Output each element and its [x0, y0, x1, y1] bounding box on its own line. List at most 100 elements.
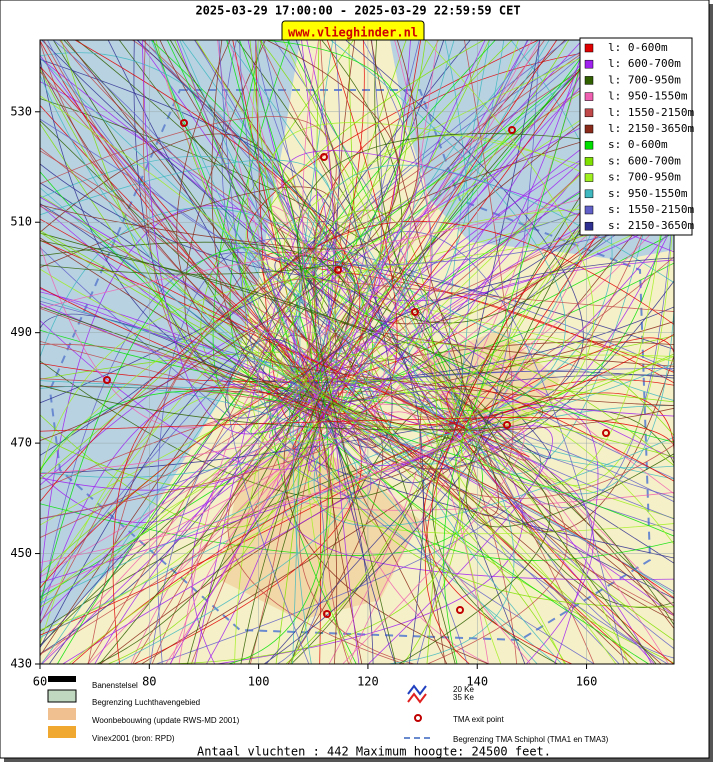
flight-track	[217, 40, 590, 473]
flight-track	[43, 40, 674, 499]
flight-track	[40, 209, 438, 664]
flight-track	[40, 195, 567, 664]
map-legend-label: Banenstelsel	[92, 681, 138, 690]
map-legend-label: Begrenzing TMA Schiphol (TMA1 en TMA3)	[453, 735, 609, 744]
flight-track	[40, 264, 356, 664]
flight-track	[40, 40, 432, 475]
legend-label: s: 0-600m	[608, 138, 668, 151]
legend-swatch	[584, 189, 594, 199]
legend-swatch	[584, 205, 594, 215]
flight-track	[40, 296, 363, 391]
flight-track	[293, 80, 674, 417]
flight-track	[40, 389, 674, 602]
flight-track	[308, 40, 603, 472]
x-tick-label: 160	[576, 675, 598, 689]
legend: l: 0-600m l: 600-700m l: 700-950m l: 950-15…	[579, 37, 694, 236]
flight-track	[40, 232, 543, 431]
flight-track	[40, 40, 352, 538]
legend-label: l: 0-600m	[608, 41, 668, 54]
flight-track	[292, 40, 601, 450]
legend-label: l: 950-1550m	[608, 90, 688, 103]
flight-track	[47, 40, 674, 266]
badge: www.vlieghinder.nl	[288, 26, 418, 40]
legend-label: l: 1550-2150m	[608, 106, 694, 119]
flight-track	[211, 40, 674, 431]
vinex-symbol	[48, 726, 76, 738]
flight-track	[292, 164, 674, 664]
legend-label: l: 600-700m	[608, 57, 681, 70]
y-tick-label: 510	[10, 215, 32, 229]
flight-track	[40, 351, 474, 664]
tma-exit-points	[103, 119, 610, 618]
flight-track	[40, 417, 674, 461]
map-legend-label: Woonbebouwing (update RWS-MD 2001)	[92, 716, 240, 725]
flight-track	[40, 68, 674, 458]
map-legend: Banenstelsel Begrenzing Luchthavengebied W…	[47, 676, 609, 744]
legend-label: s: 700-950m	[608, 171, 681, 184]
flight-track	[169, 40, 601, 664]
flight-track	[227, 360, 668, 664]
title: 2025-03-29 17:00:00 - 2025-03-29 22:59:5…	[195, 4, 520, 18]
flight-track	[416, 40, 540, 664]
legend-label: l: 700-950m	[608, 73, 681, 86]
flight-track	[40, 116, 337, 664]
flight-track	[226, 40, 515, 664]
airport-symbol	[47, 689, 77, 703]
y-tick-label: 530	[10, 104, 32, 118]
y-tick-label: 430	[10, 657, 32, 671]
y-tick-label: 450	[10, 546, 32, 560]
y-tick-label: 490	[10, 325, 32, 339]
flight-track	[275, 40, 320, 664]
map-legend-label: Begrenzing Luchthavengebied	[92, 698, 200, 707]
x-tick-label: 60	[33, 675, 47, 689]
flight-track	[261, 251, 674, 664]
flight-track	[40, 341, 674, 608]
ke35-symbol	[407, 692, 427, 704]
legend-swatch	[584, 157, 594, 166]
legend-swatch	[584, 92, 594, 101]
flight-track	[40, 71, 674, 471]
legend-swatch	[584, 221, 594, 231]
flight-track	[374, 40, 674, 626]
flight-track	[453, 196, 674, 503]
flight-track	[236, 40, 674, 608]
axes: 60 80 100 120 140 160 430 450 470 490 510 530	[10, 104, 597, 688]
y-tick-label: 470	[10, 436, 32, 450]
legend-label: s: 1550-2150m	[608, 203, 694, 216]
x-tick-label: 100	[248, 675, 270, 689]
flight-track	[40, 378, 359, 520]
map-legend-label: 35 Ke	[453, 693, 474, 702]
legend-label: l: 2150-3650m	[608, 122, 694, 135]
legend-swatch	[584, 76, 594, 85]
flight-track	[272, 122, 674, 664]
flight-track	[443, 40, 588, 664]
flight-track	[40, 306, 551, 664]
flight-track	[107, 40, 541, 484]
legend-swatch	[584, 124, 594, 134]
flight-track	[283, 40, 674, 362]
flight-track	[40, 40, 373, 598]
map-legend-label: Vinex2001 (bron: RPD)	[92, 734, 175, 743]
flight-track	[40, 40, 362, 664]
flight-track	[100, 428, 498, 664]
flight-track	[40, 205, 674, 586]
urban-symbol	[48, 708, 76, 720]
flight-track	[297, 133, 674, 664]
flight-track	[165, 342, 669, 664]
flight-track	[281, 150, 674, 664]
flight-track	[301, 40, 616, 272]
flight-track	[112, 387, 674, 664]
runway-symbol	[48, 676, 76, 682]
legend-swatch	[584, 43, 594, 53]
flight-track	[308, 104, 674, 535]
map-legend-label: 20 Ke	[453, 685, 474, 694]
flight-track	[40, 230, 390, 433]
flight-track	[179, 40, 471, 465]
flight-track	[460, 353, 674, 641]
map-legend-label: TMA exit point	[453, 715, 504, 724]
legend-box	[579, 37, 693, 236]
x-tick-label: 120	[357, 675, 379, 689]
x-tick-label: 80	[142, 675, 156, 689]
